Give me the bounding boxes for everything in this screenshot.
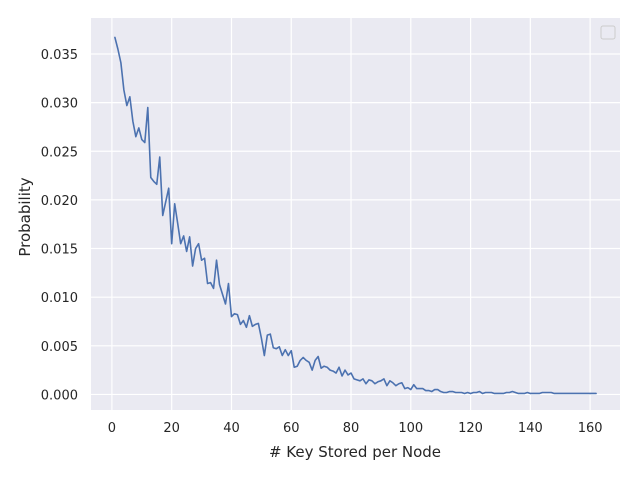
x-tick-label: 160 <box>578 421 603 436</box>
series-line <box>114 36 597 395</box>
x-tick-label: 20 <box>163 421 180 436</box>
x-tick-labels: 0 20 40 60 80 100 120 140 160 <box>108 421 603 436</box>
x-axis-label: # Key Stored per Node <box>269 443 441 461</box>
x-tick-label: 60 <box>283 421 300 436</box>
y-tick-label: 0.035 <box>41 48 78 63</box>
y-tick-label: 0.010 <box>41 291 78 306</box>
plot-area <box>91 18 620 410</box>
x-tick-label: 140 <box>518 421 543 436</box>
y-axis-label: Probability <box>16 177 34 256</box>
legend-box[interactable] <box>600 25 616 40</box>
y-tick-label: 0.025 <box>41 145 78 160</box>
x-tick-label: 80 <box>343 421 360 436</box>
y-tick-label: 0.015 <box>41 243 78 258</box>
y-tick-labels: 0.000 0.005 0.010 0.015 0.020 0.025 0.030 0.035 <box>41 48 78 403</box>
x-tick-label: 100 <box>398 421 423 436</box>
y-tick-label: 0.030 <box>41 97 78 112</box>
x-tick-label: 0 <box>108 421 116 436</box>
legend[interactable] <box>600 25 616 40</box>
y-tick-label: 0.005 <box>41 340 78 355</box>
y-tick-label: 0.020 <box>41 194 78 209</box>
x-tick-label: 40 <box>223 421 240 436</box>
series-group <box>114 36 597 395</box>
y-tick-label: 0.000 <box>41 388 78 403</box>
x-tick-label: 120 <box>458 421 483 436</box>
gridlines <box>91 18 620 410</box>
